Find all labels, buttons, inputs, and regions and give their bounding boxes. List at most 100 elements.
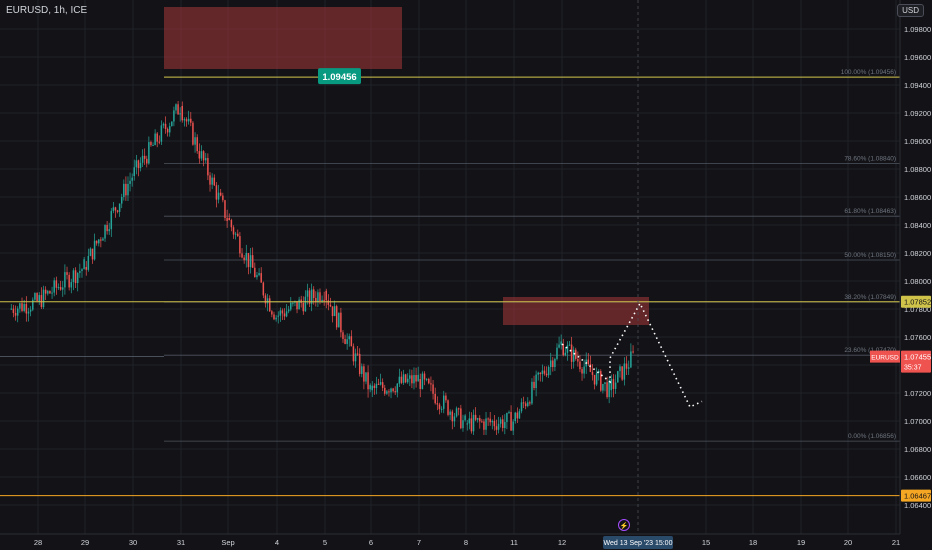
candle-body bbox=[298, 299, 300, 310]
currency-button[interactable]: USD bbox=[897, 4, 924, 17]
candle-body bbox=[241, 253, 243, 258]
candle-body bbox=[455, 408, 458, 417]
price-tag-orange: 1.06467 bbox=[904, 492, 931, 501]
candle-body bbox=[245, 253, 248, 261]
candle-body bbox=[249, 255, 252, 268]
y-tick-label: 1.09400 bbox=[904, 81, 931, 90]
candle-body bbox=[373, 385, 376, 389]
candle-body bbox=[363, 366, 365, 382]
y-tick-label: 1.07600 bbox=[904, 333, 931, 342]
candle-body bbox=[508, 411, 510, 413]
candle-body bbox=[449, 411, 451, 415]
candle-body bbox=[411, 375, 413, 384]
supply-zone-mid bbox=[503, 297, 649, 325]
candle-body bbox=[504, 422, 506, 429]
y-tick-label: 1.06800 bbox=[904, 445, 931, 454]
x-tick-label: 8 bbox=[464, 538, 468, 547]
candle-body bbox=[304, 296, 307, 312]
candle-body bbox=[29, 309, 32, 312]
candle-body bbox=[547, 367, 550, 376]
candle-body bbox=[110, 210, 113, 230]
candle-body bbox=[390, 388, 392, 393]
y-tick-label: 1.09200 bbox=[904, 109, 931, 118]
candle-body bbox=[489, 418, 491, 423]
candle-body bbox=[358, 353, 361, 374]
candle-body bbox=[57, 287, 60, 289]
candle-body bbox=[285, 311, 288, 317]
candle-body bbox=[608, 380, 610, 398]
candle-body bbox=[350, 336, 353, 347]
candle-body bbox=[72, 270, 75, 283]
candle-body bbox=[81, 269, 83, 272]
candle-body bbox=[141, 155, 144, 163]
x-tick-label: 30 bbox=[129, 538, 137, 547]
candle-body bbox=[524, 403, 527, 407]
candle-body bbox=[87, 255, 90, 270]
candle-body bbox=[268, 298, 271, 312]
candle-body bbox=[394, 391, 396, 393]
candle-body bbox=[604, 382, 606, 384]
symbol-header[interactable]: EURUSD, 1h, ICE bbox=[6, 5, 88, 16]
candle-body bbox=[430, 383, 432, 385]
candle-body bbox=[440, 408, 443, 410]
candle-body bbox=[123, 183, 125, 197]
candle-body bbox=[55, 280, 58, 288]
candle-body bbox=[512, 421, 514, 431]
fib-label: 38.20% (1.07849) bbox=[844, 294, 896, 301]
candle-body bbox=[275, 317, 277, 320]
candle-body bbox=[215, 185, 218, 200]
candle-body bbox=[19, 303, 21, 309]
y-tick-label: 1.06400 bbox=[904, 501, 931, 510]
candle-body bbox=[593, 374, 596, 385]
fib-label: 61.80% (1.08463) bbox=[844, 208, 896, 215]
y-tick-label: 1.08000 bbox=[904, 277, 931, 286]
candle-body bbox=[292, 302, 294, 304]
candle-body bbox=[38, 295, 40, 302]
candle-body bbox=[545, 373, 548, 376]
candle-body bbox=[143, 155, 146, 159]
candle-body bbox=[554, 358, 556, 368]
candle-body bbox=[187, 118, 190, 122]
candle-body bbox=[148, 142, 150, 164]
candle-body bbox=[281, 310, 284, 314]
candle-body bbox=[23, 304, 25, 311]
candle-body bbox=[457, 408, 460, 410]
candle-body bbox=[483, 421, 485, 430]
candle-body bbox=[205, 158, 207, 161]
candle-body bbox=[443, 395, 445, 409]
candle-body bbox=[506, 412, 508, 423]
zones bbox=[164, 7, 649, 325]
candle-body bbox=[388, 391, 390, 393]
candle-body bbox=[194, 137, 196, 145]
candle-body bbox=[302, 302, 305, 312]
candle-body bbox=[614, 382, 617, 389]
candle-body bbox=[417, 374, 419, 382]
candle-body bbox=[329, 304, 332, 307]
candle-body bbox=[211, 177, 213, 185]
candle-body bbox=[630, 351, 632, 368]
candle-body bbox=[25, 304, 28, 314]
candle-body bbox=[120, 196, 123, 204]
candle-body bbox=[375, 383, 378, 389]
candle-body bbox=[271, 311, 273, 315]
candle-body bbox=[333, 306, 336, 317]
candle-body bbox=[568, 344, 571, 346]
candle-body bbox=[53, 280, 55, 293]
candle-body bbox=[83, 259, 85, 270]
candle-body bbox=[273, 314, 275, 320]
candle-body bbox=[462, 420, 464, 429]
candle-body bbox=[419, 379, 421, 389]
candle-body bbox=[432, 384, 434, 394]
candle-body bbox=[321, 299, 323, 301]
candle-body bbox=[589, 364, 592, 372]
candle-body bbox=[217, 192, 220, 200]
candle-body bbox=[196, 137, 198, 152]
candle-body bbox=[308, 290, 311, 304]
candle-body bbox=[423, 373, 426, 380]
high-label-text: 1.09456 bbox=[322, 72, 356, 83]
price-axis-bg bbox=[900, 0, 932, 550]
candle-body bbox=[453, 416, 456, 422]
supply-zone-top bbox=[164, 7, 402, 69]
